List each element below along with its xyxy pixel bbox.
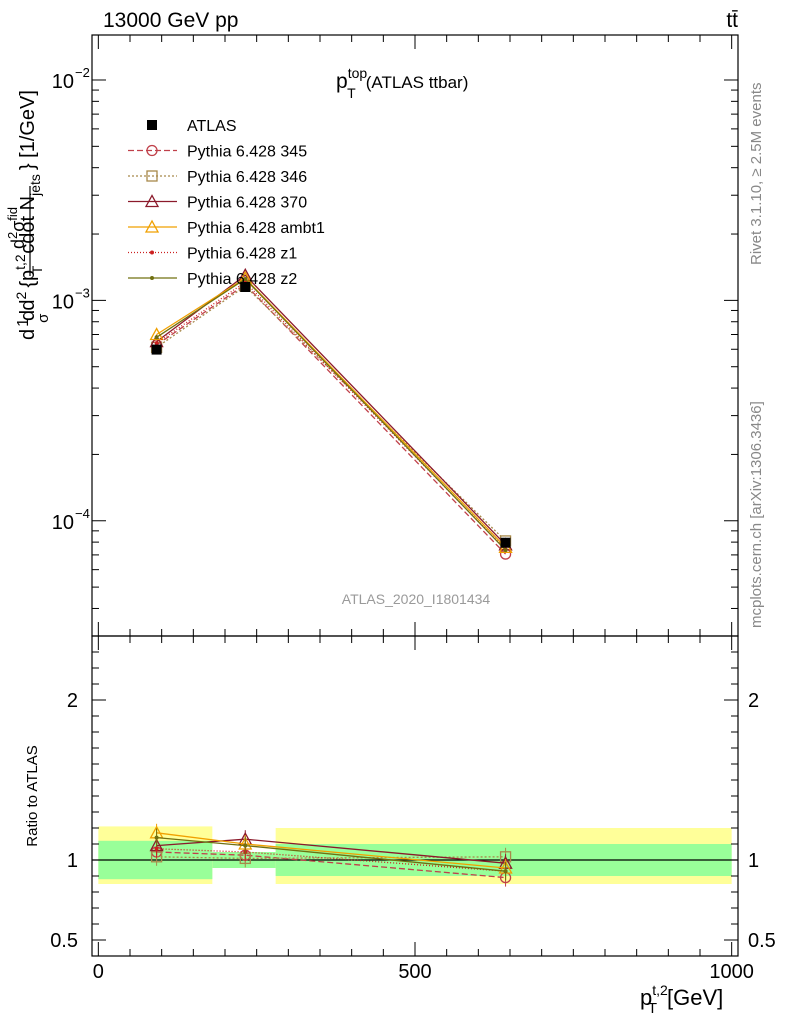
series-line — [156, 281, 507, 550]
mcplots-label: mcplots.cern.ch [arXiv:1306.3436] — [748, 401, 765, 628]
atlas-data-point — [500, 537, 511, 548]
ratio-series — [149, 823, 513, 887]
legend-marker — [144, 194, 160, 208]
series-marker — [154, 335, 159, 340]
main-y-tick-exponent: −2 — [75, 65, 90, 80]
series-line — [156, 274, 507, 546]
atlas-data-point — [151, 344, 162, 355]
legend-label: Pythia 6.428 370 — [187, 195, 307, 212]
ratio-y-tick-label: 2 — [67, 690, 78, 712]
ratio-y-tick-label-right: 2 — [748, 690, 759, 712]
legend-marker — [144, 219, 160, 233]
ratio-plot-frame — [91, 635, 739, 957]
rivet-label: Rivet 3.1.10, ≥ 2.5M events — [748, 83, 765, 266]
main-y-tick-label: 10 — [52, 71, 74, 93]
main-series — [149, 267, 513, 560]
legend-marker — [150, 250, 154, 255]
series-marker — [503, 548, 508, 553]
legend-marker — [150, 276, 154, 280]
legend-marker — [146, 144, 158, 157]
series-line — [156, 285, 507, 542]
legend-label: ATLAS — [187, 118, 237, 135]
header-right: tt̄ — [726, 9, 738, 32]
legend-marker — [146, 170, 158, 182]
legend-label: Pythia 6.428 346 — [187, 169, 307, 186]
series-line — [156, 277, 507, 548]
series-marker — [154, 341, 159, 346]
series-line — [156, 283, 507, 555]
ratio-marker — [503, 869, 508, 874]
ratio-marker — [154, 846, 159, 851]
ratio-y-axis-label: Ratio to ATLAS — [24, 745, 41, 846]
legend: ATLAS Pythia 6.428 345 Pythia 6.428 346 Pyt… — [128, 118, 325, 288]
ratio-y-tick-label-right: 0.5 — [748, 930, 776, 952]
main-y-tick-exponent: −4 — [75, 506, 90, 521]
svg-text:d1dσd2{pt,2Tcdot Njets} [1/GeV: d1dσd2{pt,2Tcdot Njets} [1/GeV] — [12, 90, 52, 340]
legend-label: Pythia 6.428 z2 — [187, 271, 297, 288]
header-left: 13000 GeV pp — [103, 9, 238, 32]
ratio-marker — [243, 843, 248, 848]
series-marker — [243, 277, 248, 282]
main-y-tick-label: 10 — [52, 512, 74, 534]
legend-label: Pythia 6.428 z1 — [187, 246, 297, 263]
ratio-y-tick-label: 0.5 — [50, 930, 78, 952]
main-y-tick-label: 10 — [52, 291, 74, 313]
x-axis-label: pt,2 T [GeV] — [640, 982, 723, 1017]
series-line — [156, 278, 507, 551]
ratio-line — [156, 851, 506, 879]
legend-label: Pythia 6.428 345 — [187, 144, 307, 161]
analysis-watermark: ATLAS_2020_I1801434 — [342, 591, 491, 607]
main-y-axis-label: d1dσd2{pt,2Tcdot Njets} [1/GeV] d2σfid — [5, 90, 52, 340]
plot-title: ptop T(ATLAS ttbar) — [336, 65, 468, 101]
legend-marker — [147, 120, 157, 130]
svg-text:d2σfid: d2σfid — [5, 207, 28, 249]
ratio-axis-ticks: 0 500 1000 0.5 0.5 1 1 2 2 — [50, 636, 776, 983]
series-marker — [149, 327, 164, 341]
ratio-marker — [154, 835, 159, 840]
x-tick-label: 500 — [398, 961, 431, 983]
main-axis-ticks: 10−210−310−4 — [52, 35, 738, 637]
main-y-tick-exponent: −3 — [75, 285, 90, 300]
x-tick-label: 0 — [93, 961, 104, 983]
atlas-data-point — [240, 281, 251, 292]
ratio-y-tick-label: 1 — [67, 850, 78, 872]
ratio-y-tick-label-right: 1 — [748, 850, 759, 872]
x-tick-label: 1000 — [709, 961, 754, 983]
legend-label: Pythia 6.428 ambt1 — [187, 220, 325, 237]
